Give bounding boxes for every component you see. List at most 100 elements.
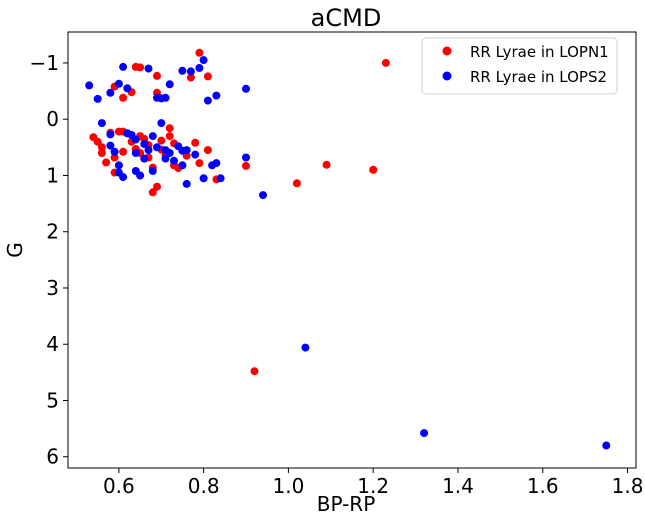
x-tick-label: 1.8 <box>612 474 644 498</box>
data-point <box>157 119 166 128</box>
data-point <box>148 132 157 141</box>
data-point <box>182 179 191 188</box>
data-point <box>102 158 111 167</box>
data-point <box>110 147 119 156</box>
plot-frame <box>67 31 637 469</box>
legend-label-lops2: RR Lyrae in LOPS2 <box>470 68 607 86</box>
data-point <box>199 56 208 65</box>
data-point <box>195 64 204 72</box>
data-point <box>212 91 221 100</box>
data-point <box>136 171 145 180</box>
data-point <box>140 140 149 148</box>
data-point <box>199 174 208 183</box>
x-tick-label: 1.4 <box>442 474 474 498</box>
legend: RR Lyrae in LOPN1 RR Lyrae in LOPS2 <box>421 37 618 95</box>
y-tick-label: 2 <box>46 220 59 244</box>
data-point <box>97 149 106 157</box>
data-point <box>144 146 153 155</box>
legend-label-lopn1: RR Lyrae in LOPN1 <box>470 43 609 61</box>
data-point <box>119 62 128 71</box>
x-tick-label: 1.6 <box>527 474 559 498</box>
data-point <box>250 367 259 376</box>
data-point <box>203 72 212 81</box>
data-point <box>157 136 166 145</box>
y-tick-label: 1 <box>46 163 59 187</box>
data-point <box>259 191 267 200</box>
data-point <box>292 179 301 188</box>
data-point <box>106 130 115 139</box>
data-point <box>93 94 102 103</box>
data-point <box>212 159 221 168</box>
data-point <box>203 146 212 155</box>
data-point <box>114 79 123 88</box>
series-lops2 <box>85 56 611 450</box>
x-tick-label: 0.8 <box>188 474 220 498</box>
data-point <box>110 153 119 162</box>
data-point <box>148 188 157 197</box>
data-point <box>119 93 128 102</box>
axis-ticks: 0.6 0.8 1.0 1.2 1.4 1.6 1.8 −1 0 1 2 3 4 5 6 <box>30 51 644 498</box>
data-point <box>186 73 195 82</box>
data-point <box>148 167 157 175</box>
data-point <box>161 93 170 102</box>
x-tick-label: 0.6 <box>103 474 135 498</box>
legend-marker-lopn1 <box>442 46 452 56</box>
data-point <box>186 67 195 76</box>
data-point <box>165 149 174 157</box>
data-point <box>106 141 115 150</box>
y-axis-label: G <box>3 242 27 258</box>
data-point <box>369 165 378 174</box>
data-point <box>195 48 204 57</box>
data-point <box>123 84 132 93</box>
y-tick-label: 3 <box>46 276 59 300</box>
y-tick-label: 0 <box>46 107 59 131</box>
data-point <box>144 64 153 73</box>
y-tick-label: 6 <box>46 445 59 469</box>
data-point <box>97 143 106 152</box>
data-point <box>195 159 204 168</box>
x-tick-label: 1.2 <box>357 474 389 498</box>
data-point <box>322 160 331 169</box>
data-point <box>131 149 140 157</box>
data-point <box>165 124 174 133</box>
data-point <box>178 66 187 75</box>
data-point <box>93 137 102 146</box>
x-tick-label: 1.0 <box>273 474 305 498</box>
data-point <box>242 153 250 162</box>
y-tick-label: 4 <box>46 332 59 356</box>
data-point <box>242 161 250 170</box>
data-point <box>216 174 225 183</box>
data-point <box>119 147 128 156</box>
legend-marker-lops2 <box>442 71 452 81</box>
x-axis-label: BP-RP <box>317 492 376 516</box>
data-point <box>182 146 191 155</box>
data-point <box>131 135 140 144</box>
data-point <box>191 138 200 147</box>
data-point <box>178 161 187 170</box>
data-point <box>161 154 170 163</box>
y-tick-label: −1 <box>30 51 59 75</box>
data-point <box>85 81 94 90</box>
data-point <box>153 182 161 191</box>
data-point <box>242 84 250 93</box>
data-point <box>97 119 106 128</box>
series-lopn1 <box>89 48 390 376</box>
data-point <box>203 96 212 105</box>
data-point <box>153 71 161 80</box>
data-point <box>165 80 174 89</box>
data-point <box>140 154 149 163</box>
data-point <box>136 63 145 72</box>
data-point <box>165 132 174 141</box>
data-point <box>114 161 123 170</box>
data-point <box>119 173 128 182</box>
data-point <box>602 441 611 450</box>
chart-title: aCMD <box>311 4 382 32</box>
data-point <box>381 58 390 67</box>
data-point <box>153 143 161 152</box>
y-tick-label: 5 <box>46 388 59 412</box>
legend-box <box>421 37 618 95</box>
data-point <box>170 156 178 165</box>
data-point <box>106 88 115 97</box>
data-point <box>301 343 310 352</box>
